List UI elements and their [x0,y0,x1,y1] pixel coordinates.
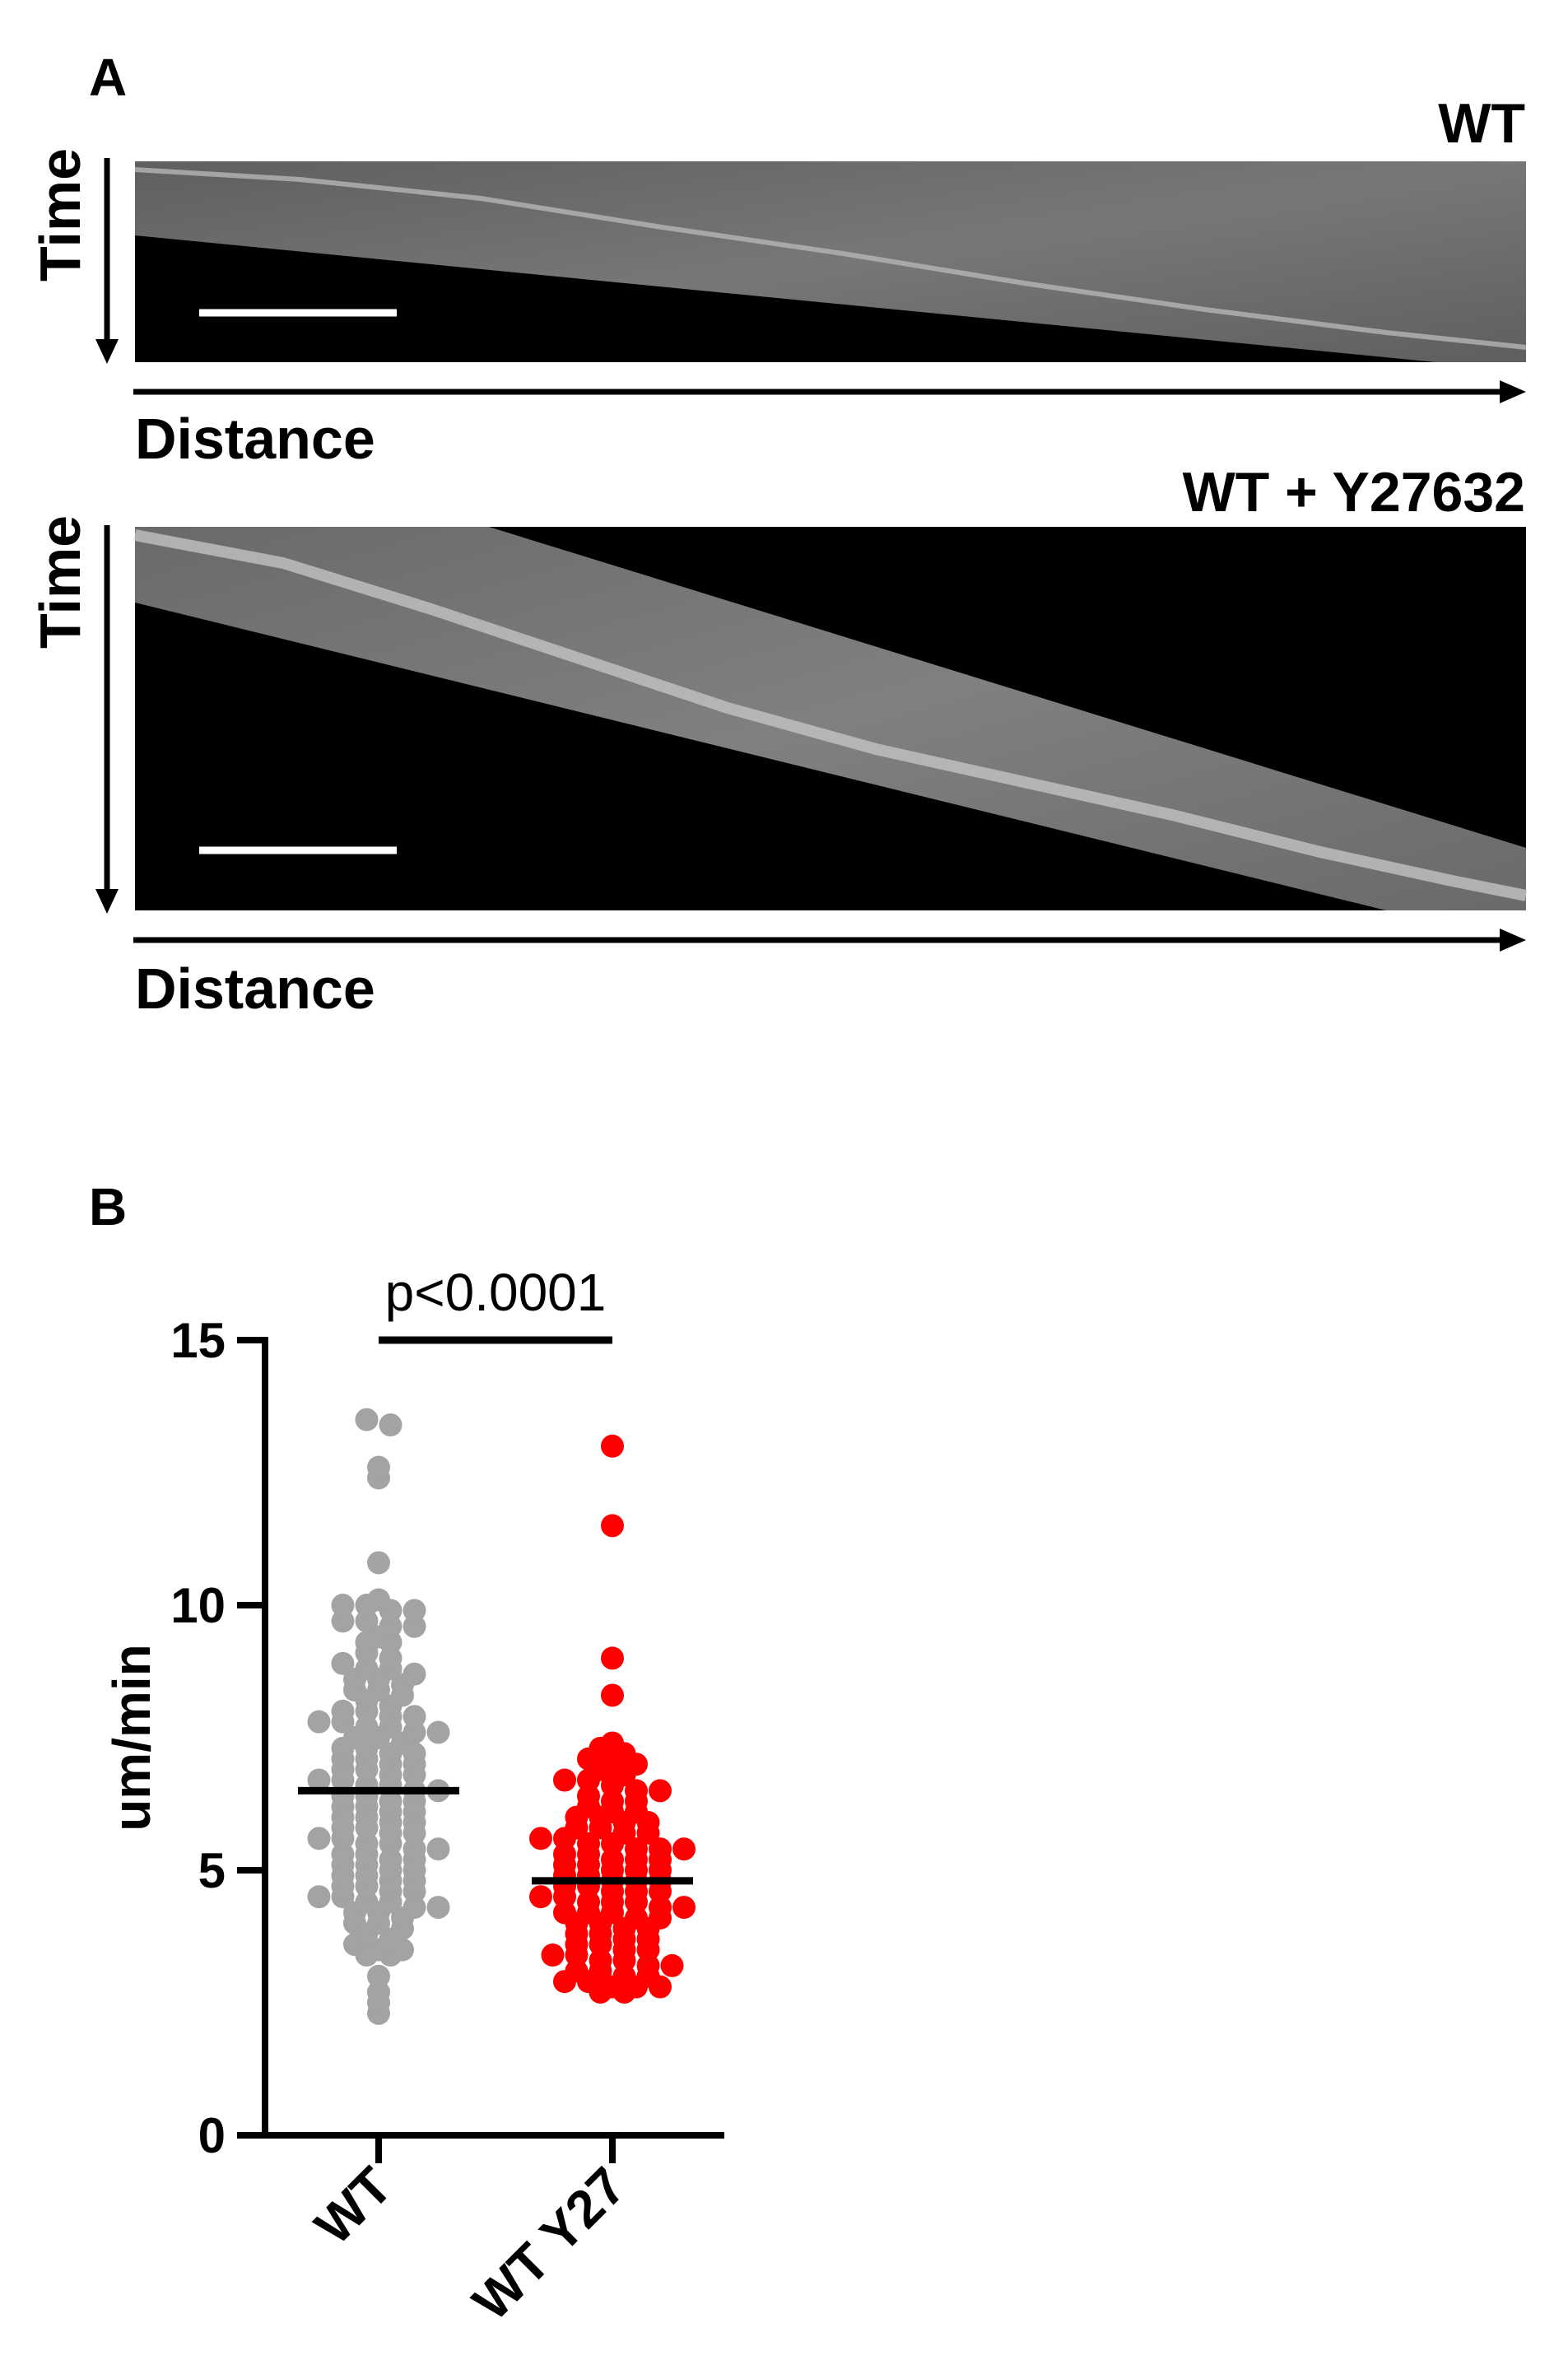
kymograph-y27632 [133,527,1528,910]
kymo-1-distance-arrow [133,380,1526,403]
wt-point [379,1790,402,1813]
wt-y27-point [577,1832,600,1855]
kymo-1-band [135,161,1526,362]
wt-point [331,1609,355,1633]
wt-y27-point [529,1827,552,1850]
wt-y27-point [553,1768,576,1792]
wt-point [355,1832,379,1855]
wt-point [379,1413,402,1437]
wt-point [367,1981,390,2004]
wt-y27-point [649,1779,672,1803]
wt-point [379,1848,402,1872]
wt-point [402,1720,426,1744]
wt-point [379,1646,402,1670]
wt-point [402,1705,426,1729]
wt-point [307,1827,331,1850]
wt-point [367,1551,390,1575]
wt-point [426,1896,450,1920]
wt-point [379,1614,402,1638]
wt-point [426,1837,450,1861]
p-value-label: p<0.0001 [385,1263,607,1322]
panel-a-letter: A [89,48,128,107]
kymo-2-distance-arrow [133,929,1526,952]
wt-point [367,1455,390,1479]
wt-point [331,1651,355,1675]
wt-y27-point [625,1779,648,1803]
kymo-2-time-arrow [95,525,119,914]
y-tick-label: 15 [170,1313,226,1368]
kymo-1-trace [134,167,1527,350]
wt-y27-point [660,1953,684,1977]
kymograph-wt [134,161,1527,362]
wt-y27-point [612,1964,636,1988]
x-category-label: WT [304,2156,403,2255]
wt-y27-point [601,1848,624,1872]
wt-point [355,1408,379,1431]
wt-y27-point [672,1896,696,1920]
wt-point [331,1699,355,1723]
wt-y27-point [649,1837,672,1861]
wt-point [307,1885,331,1909]
wt-y27-point [601,1434,624,1458]
wt-y27-point [601,1683,624,1707]
wt-point [355,1715,379,1739]
wt-point [355,1609,379,1633]
kymo-2-distance-label: Distance [135,957,375,1021]
wt-point [367,1964,390,1988]
wt-y27-point [625,1906,648,1929]
wt-point [331,1594,355,1617]
wt-point [402,1599,426,1622]
y-tick-label: 10 [170,1578,226,1633]
wt-point [355,1890,379,1914]
wt-y27-point [541,1943,565,1967]
wt-y27-point [601,1731,624,1755]
kymo-2-time-label: Time [28,514,92,649]
kymo-2-condition-label: WT + Y27632 [1182,461,1525,524]
wt-y27-point [553,1842,576,1866]
kymo-1-time-arrow [95,158,119,364]
wt-point [331,1842,355,1866]
kymo-1-condition-label: WT [1438,92,1525,155]
wt-point [402,1662,426,1686]
wt-point [307,1710,331,1734]
wt-point [367,1588,390,1612]
x-category-label: WT Y27 [461,2156,637,2332]
kymo-2-trace [133,529,1528,901]
wt-y27-point [577,1890,600,1914]
kymo-1-distance-label: Distance [135,407,375,471]
wt-point [402,1837,426,1861]
y-axis-title: um/min [102,1644,161,1832]
kymo-1-time-label: Time [28,147,92,282]
wt-y27-point [625,1837,648,1861]
wt-point [402,1614,426,1638]
wt-y27-point [601,1790,624,1813]
wt-y27-point [565,1959,589,1983]
wt-y27-point [553,1901,576,1925]
panel-b-letter: B [89,1177,128,1236]
wt-y27-point [601,1646,624,1670]
y-tick-label: 0 [198,2108,226,2163]
wt-y27-point [529,1885,552,1909]
wt-point [307,1768,331,1792]
wt-point [402,1896,426,1920]
wt-y27-point [636,1953,660,1977]
wt-y27-point [672,1837,696,1861]
wt-y27-point [589,1948,612,1972]
wt-point [426,1720,450,1744]
y-tick-label: 5 [198,1843,226,1898]
wt-point [355,1657,379,1681]
scatter-chart: 0 5 10 15 WT WT Y27 um/min p<0.0001 [102,1263,724,2332]
wt-y27-point [601,1514,624,1538]
wt-y27-point [577,1784,600,1808]
wt-y27-point [649,1896,672,1920]
